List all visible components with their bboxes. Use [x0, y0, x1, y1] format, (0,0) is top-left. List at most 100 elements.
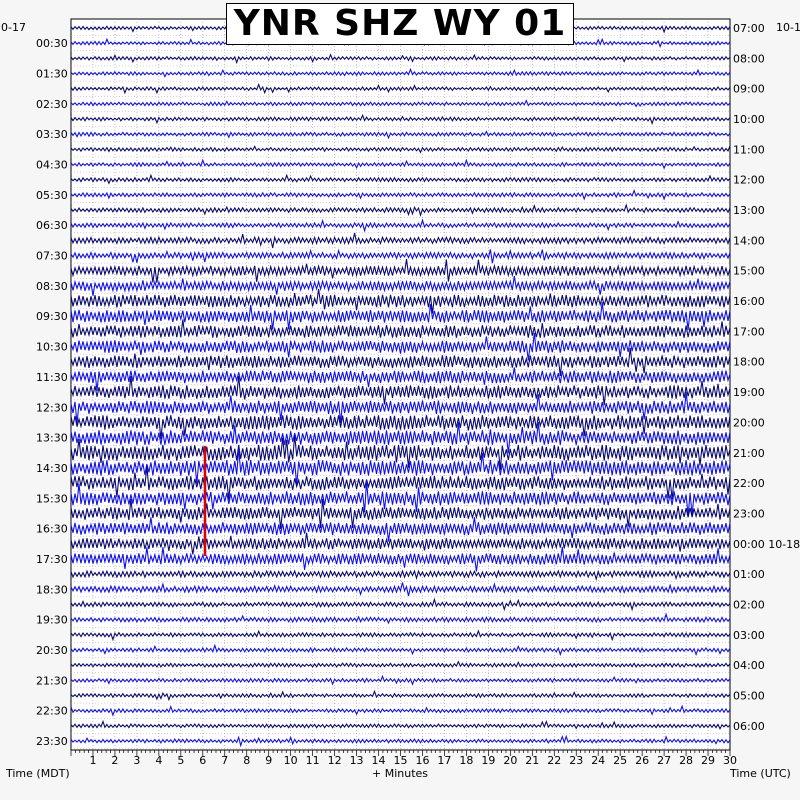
x-tick-label: 18	[459, 754, 473, 767]
x-tick-label: 12	[328, 754, 342, 767]
left-time-label: 08:30	[36, 280, 68, 293]
seismic-trace	[70, 465, 731, 500]
x-tick-label: 22	[547, 754, 561, 767]
right-time-label: 11:00	[733, 143, 765, 156]
seismic-trace	[70, 347, 731, 376]
x-tick-label: 7	[221, 754, 228, 767]
x-tick-label: 4	[155, 754, 162, 767]
left-date-label: 10-17	[0, 21, 26, 34]
seismic-trace	[70, 415, 731, 440]
seismic-trace	[70, 189, 731, 201]
left-time-label: 06:30	[36, 219, 68, 232]
seismic-trace	[70, 53, 731, 65]
x-tick-label: 20	[503, 754, 517, 767]
right-time-label: 22:00	[733, 477, 765, 490]
seismic-trace	[70, 674, 731, 686]
seismic-trace	[70, 158, 731, 170]
left-time-label: 19:30	[36, 614, 68, 627]
right-time-label: 15:00	[733, 265, 765, 278]
right-time-label: 10:00	[733, 113, 765, 126]
seismic-trace	[70, 99, 731, 108]
seismic-trace	[70, 113, 731, 126]
left-axis-label: Time (MDT)	[5, 767, 70, 780]
grid-lines	[71, 19, 730, 750]
x-tick-label: 24	[591, 754, 605, 767]
x-tick-label: 13	[350, 754, 364, 767]
right-time-label: 14:00	[733, 234, 765, 247]
x-tick-label: 23	[569, 754, 583, 767]
right-time-label: 18:00	[733, 356, 765, 369]
x-tick-label: 11	[306, 754, 320, 767]
seismic-trace	[70, 130, 731, 140]
x-tick-label: 5	[177, 754, 184, 767]
right-time-label: 23:00	[733, 507, 765, 520]
seismic-trace	[70, 67, 731, 78]
seismic-trace	[70, 145, 731, 154]
left-time-label: 14:30	[36, 462, 68, 475]
seismic-trace	[70, 498, 731, 529]
seismic-trace	[70, 704, 731, 717]
right-time-label: 20:00	[733, 416, 765, 429]
x-tick-label: 10	[284, 754, 298, 767]
seismic-trace	[70, 581, 731, 597]
x-tick-label: 29	[701, 754, 715, 767]
seismic-trace	[70, 302, 731, 330]
x-tick-label: 2	[111, 754, 118, 767]
x-tick-label: 17	[437, 754, 451, 767]
x-tick-label: 30	[723, 754, 737, 767]
seismic-trace	[70, 232, 731, 249]
seismic-trace	[70, 719, 731, 730]
right-time-label: 04:00	[733, 659, 765, 672]
x-tick-label: 16	[415, 754, 429, 767]
seismic-trace	[70, 375, 731, 406]
x-axis-label: + Minutes	[372, 767, 428, 780]
x-tick-label: 1	[89, 754, 96, 767]
seismic-trace	[70, 83, 731, 95]
x-tick-label: 25	[613, 754, 627, 767]
right-time-label: 16:00	[733, 295, 765, 308]
right-time-label: 03:00	[733, 629, 765, 642]
left-time-label: 21:30	[36, 674, 68, 687]
left-time-label: 22:30	[36, 705, 68, 718]
seismic-trace	[70, 689, 731, 702]
seismic-trace	[70, 480, 731, 516]
chart-title: YNR SHZ WY 01	[233, 3, 567, 44]
right-date-label: 10-1	[776, 21, 800, 34]
seismic-trace	[70, 173, 731, 185]
seismic-trace	[70, 612, 731, 625]
left-time-label: 05:30	[36, 189, 68, 202]
seismic-trace	[70, 289, 731, 314]
x-tick-label: 3	[133, 754, 140, 767]
right-axis-label: Time (UTC)	[729, 767, 791, 780]
left-time-label: 10:30	[36, 341, 68, 354]
left-time-label: 20:30	[36, 644, 68, 657]
seismic-trace	[70, 532, 731, 555]
x-tick-label: 21	[525, 754, 539, 767]
left-time-label: 09:30	[36, 310, 68, 323]
left-time-label: 03:30	[36, 128, 68, 141]
x-tick-label: 27	[657, 754, 671, 767]
seismic-trace	[70, 517, 731, 542]
right-time-label: 06:00	[733, 720, 765, 733]
seismic-trace	[70, 276, 731, 296]
right-time-label: 19:00	[733, 386, 765, 399]
left-time-label: 12:30	[36, 401, 68, 414]
right-time-label: 09:00	[733, 83, 765, 96]
seismic-trace	[70, 332, 731, 361]
seismic-trace	[70, 319, 731, 339]
right-time-label: 08:00	[733, 52, 765, 65]
left-time-label: 23:30	[36, 735, 68, 748]
seismic-trace	[70, 392, 731, 424]
seismic-trace	[70, 258, 731, 283]
x-tick-label: 9	[265, 754, 272, 767]
x-axis-ticks	[70, 750, 731, 756]
x-tick-label: 8	[243, 754, 250, 767]
seismic-trace	[70, 734, 731, 748]
right-time-label: 21:00	[733, 447, 765, 460]
seismic-trace	[70, 629, 731, 642]
left-time-label: 11:30	[36, 371, 68, 384]
right-time-label: 00:00 10-18	[733, 538, 800, 551]
right-time-label: 13:00	[733, 204, 765, 217]
seismic-trace	[70, 248, 731, 264]
